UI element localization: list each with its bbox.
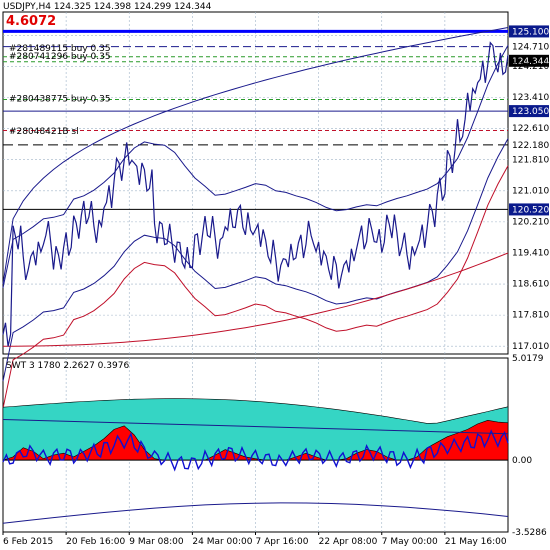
price-tick: 125.100 <box>512 27 549 37</box>
main-panel-frame <box>2 11 509 355</box>
time-tick: 24 Mar 00:00 <box>192 537 252 547</box>
price-tick: 124.710 <box>512 43 549 53</box>
symbol-label: USDJPY,H4 <box>3 2 51 12</box>
price-tick: 120.210 <box>512 217 549 227</box>
price-highlight <box>509 25 549 38</box>
time-tick: 6 Feb 2015 <box>3 537 53 547</box>
indicator-line <box>2 429 509 472</box>
time-tick: 22 Apr 08:00 <box>319 537 378 547</box>
price-tick: 121.810 <box>512 155 549 165</box>
time-tick: 7 Apr 16:00 <box>256 537 309 547</box>
price-tick: 120.520 <box>512 205 549 215</box>
time-tick: 21 May 16:00 <box>445 537 507 547</box>
order-label: #28048421B sl <box>9 127 79 137</box>
price-tick: 122.610 <box>512 124 549 134</box>
outer-upper-envelope <box>2 27 509 285</box>
time-tick: 20 Feb 16:00 <box>66 537 125 547</box>
price-tick: 117.810 <box>512 311 549 321</box>
price-highlight <box>509 105 549 118</box>
outer-lower-envelope <box>3 252 509 347</box>
profit-value: 4.6072 <box>6 14 57 29</box>
time-tick: 7 May 00:00 <box>382 537 438 547</box>
order-label: #280741296 buy 0.35 <box>9 52 111 62</box>
symbol-header: USDJPY,H4 124.325 124.398 124.299 124.34… <box>3 2 211 12</box>
indicator-lower-envelope <box>2 502 509 524</box>
indicator-label: SWT 3 1780 2.2627 0.3976 <box>6 361 129 371</box>
price-tick: 122.180 <box>512 141 549 151</box>
order-label: #281489115 buy 0.35 <box>9 44 111 54</box>
indicator-tick: 5.0179 <box>512 354 544 364</box>
price-tick: 121.010 <box>512 186 549 196</box>
indicator-tick: -3.5286 <box>512 528 547 538</box>
ohlc-values: 124.325 124.398 124.299 124.344 <box>53 2 212 12</box>
price-highlight <box>509 54 549 67</box>
price-series <box>2 41 509 347</box>
order-label: #280438775 buy 0.35 <box>9 95 111 105</box>
indicator-tick: 0.00 <box>512 456 532 466</box>
price-tick: 117.010 <box>512 342 549 352</box>
price-tick: 123.050 <box>512 107 549 117</box>
price-tick: 124.210 <box>512 62 549 72</box>
price-tick: 119.410 <box>512 249 549 259</box>
signal-line <box>2 418 509 435</box>
price-tick: 118.610 <box>512 280 549 290</box>
time-tick: 9 Mar 08:00 <box>129 537 184 547</box>
price-tick: 124.344 <box>512 57 549 67</box>
price-highlight <box>509 203 549 216</box>
price-tick: 123.410 <box>512 93 549 103</box>
lower-red-band <box>2 165 509 409</box>
upper-band <box>2 45 509 289</box>
